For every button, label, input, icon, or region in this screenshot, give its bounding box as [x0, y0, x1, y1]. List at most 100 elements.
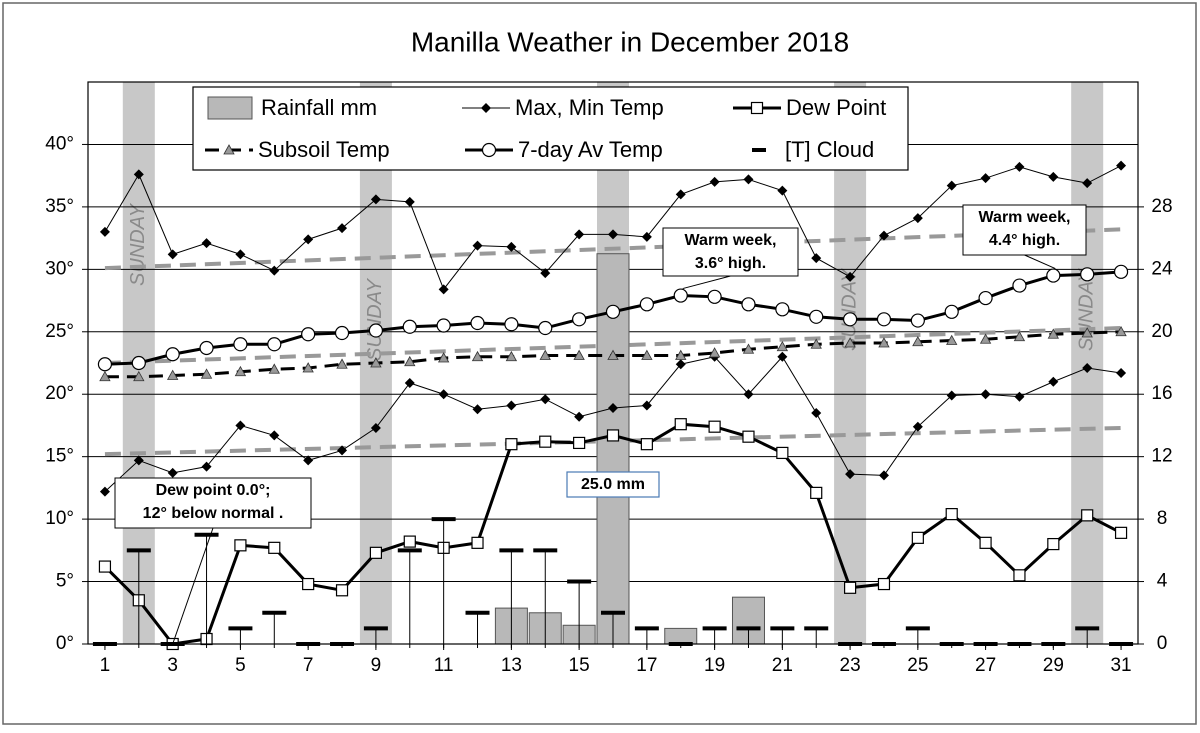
point — [334, 325, 350, 341]
point — [912, 335, 924, 347]
x-tick-label: 9 — [371, 655, 382, 676]
x-tick-label: 11 — [434, 655, 454, 676]
value-label-box — [566, 471, 660, 498]
point — [505, 350, 518, 362]
x-tick-label: 3 — [167, 655, 178, 676]
point — [707, 289, 722, 304]
point — [166, 369, 179, 380]
point — [1080, 267, 1095, 282]
point — [944, 304, 959, 319]
point — [1013, 569, 1026, 582]
point — [269, 265, 280, 276]
y2-tick-label: 28 — [1151, 196, 1172, 217]
point — [200, 368, 213, 379]
point — [845, 271, 856, 282]
point — [878, 337, 890, 348]
sunday-label: SUNDAY — [364, 277, 386, 361]
x-tick-label: 29 — [1043, 655, 1064, 676]
y-tick-label: 5° — [56, 571, 74, 592]
point — [777, 185, 788, 196]
point — [675, 189, 686, 200]
point — [438, 389, 449, 400]
point — [708, 347, 721, 358]
point — [471, 350, 484, 362]
point — [607, 349, 619, 360]
point — [877, 577, 891, 591]
point — [946, 180, 957, 191]
legend-box — [192, 86, 909, 171]
plot-border — [87, 81, 1139, 645]
point — [167, 467, 178, 478]
x-tick-label: 27 — [975, 655, 996, 676]
x-tick-label: 25 — [907, 655, 928, 676]
point — [199, 340, 214, 356]
point — [1047, 537, 1060, 551]
point — [673, 288, 688, 303]
normal-line — [104, 227, 1122, 271]
x-tick-label: 7 — [303, 655, 314, 676]
bar — [664, 627, 698, 645]
point — [1012, 278, 1027, 293]
point — [268, 541, 281, 554]
point — [743, 389, 754, 400]
annotation-text: 4.4° high. — [989, 232, 1060, 249]
point — [910, 313, 925, 328]
point — [302, 362, 314, 373]
point — [235, 420, 246, 431]
legend-label: Max, Min Temp — [515, 95, 664, 120]
point — [980, 389, 991, 400]
point — [167, 249, 178, 260]
sunday-label: SUNDAY — [838, 267, 860, 351]
y2-tick-label: 0 — [1157, 633, 1168, 654]
legend-label: Subsoil Temp — [258, 137, 390, 162]
point — [742, 343, 755, 354]
point — [472, 404, 483, 415]
point — [810, 486, 823, 499]
y-tick-label: 20° — [45, 383, 74, 404]
sunday-band — [834, 82, 867, 644]
point — [1014, 391, 1025, 402]
point — [742, 430, 755, 443]
point — [404, 196, 415, 207]
legend-swatch — [207, 96, 253, 120]
point — [750, 101, 764, 115]
point — [335, 584, 349, 597]
point — [573, 349, 585, 360]
y-tick-label: 35° — [45, 196, 74, 217]
y2-tick-label: 20 — [1151, 321, 1172, 342]
point — [810, 338, 822, 349]
point — [641, 400, 652, 411]
point — [201, 238, 212, 249]
point — [605, 304, 621, 319]
y2-tick-label: 4 — [1157, 571, 1168, 592]
point — [303, 455, 314, 466]
point — [133, 455, 144, 466]
point — [844, 337, 856, 348]
legend-label: 7-day Av Temp — [518, 137, 663, 162]
point — [641, 349, 653, 360]
point — [979, 333, 992, 344]
point — [775, 302, 790, 317]
x-tick-label: 23 — [840, 655, 861, 676]
point — [708, 420, 721, 433]
point — [301, 327, 316, 342]
point — [201, 461, 212, 472]
point — [337, 223, 348, 234]
point — [234, 539, 247, 552]
point — [675, 349, 687, 360]
point — [133, 169, 144, 180]
annotation-text: 3.6° high. — [695, 255, 766, 272]
point — [572, 312, 587, 327]
point — [370, 357, 382, 368]
point — [608, 229, 618, 240]
chart-title: Manilla Weather in December 2018 — [411, 26, 849, 57]
point — [845, 469, 856, 480]
sunday-label: SUNDAY — [127, 202, 149, 286]
y2-tick-label: 24 — [1151, 258, 1173, 279]
point — [1048, 376, 1059, 387]
point — [743, 174, 754, 185]
annotation-text: Dew point 0.0°; — [156, 482, 271, 499]
x-tick-label: 17 — [636, 655, 657, 676]
